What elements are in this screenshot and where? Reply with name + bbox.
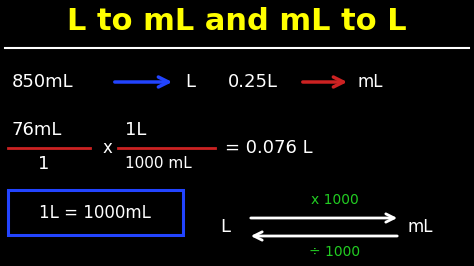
Text: ÷ 1000: ÷ 1000 (310, 245, 361, 259)
Text: x 1000: x 1000 (311, 193, 359, 207)
Text: x: x (103, 139, 113, 157)
Text: 1: 1 (38, 155, 49, 173)
Text: 850mL: 850mL (12, 73, 73, 91)
Text: mL: mL (358, 73, 383, 91)
Text: 1L: 1L (125, 121, 146, 139)
Text: 0.25L: 0.25L (228, 73, 278, 91)
Text: = 0.076 L: = 0.076 L (225, 139, 313, 157)
Text: L: L (220, 218, 230, 236)
Text: 1L = 1000mL: 1L = 1000mL (39, 204, 151, 222)
Text: L to mL and mL to L: L to mL and mL to L (67, 7, 407, 36)
Text: 76mL: 76mL (12, 121, 63, 139)
Text: L: L (185, 73, 195, 91)
Bar (8, 190, 183, 235)
Text: 1000 mL: 1000 mL (125, 156, 192, 172)
Text: mL: mL (408, 218, 434, 236)
